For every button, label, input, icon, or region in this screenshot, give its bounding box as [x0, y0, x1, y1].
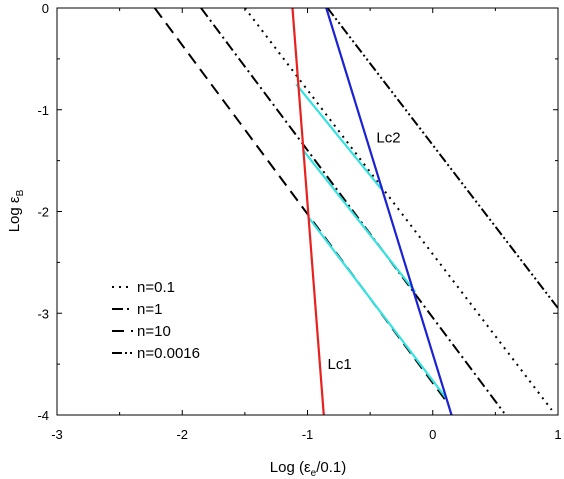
x-tick-label: -3: [51, 427, 63, 442]
legend-label: n=0.1: [137, 279, 175, 296]
boundary-line-lc1: [291, 7, 325, 416]
series-line-n-1: [200, 7, 505, 414]
cyan-segment-1: [295, 83, 383, 190]
legend-label: n=0.0016: [137, 345, 200, 362]
boundary-line-lc2: [325, 7, 453, 416]
y-axis-title: Log εB: [6, 189, 26, 232]
y-tick-label: -2: [37, 205, 49, 220]
plot-frame: [56, 7, 559, 416]
series-line-n-0-1: [244, 7, 553, 411]
annotation-lc2: Lc2: [376, 129, 400, 146]
legend-label: n=10: [137, 323, 171, 340]
x-axis-title: Log (εe/0.1): [270, 459, 346, 479]
cyan-segment-2: [301, 148, 417, 293]
y-tick-label: -3: [37, 306, 49, 321]
x-tick-label: -2: [176, 427, 188, 442]
y-tick-label: -4: [37, 408, 49, 423]
x-tick-label: 1: [554, 427, 561, 442]
x-tick-label: 0: [429, 427, 436, 442]
y-tick-label: -1: [37, 103, 49, 118]
y-tick-label: 0: [42, 1, 49, 16]
series-line-n-10: [153, 7, 450, 406]
annotation-lc1: Lc1: [328, 356, 352, 373]
series-line-n-0-0016: [326, 7, 559, 309]
cyan-segment-3: [307, 216, 448, 400]
legend-label: n=1: [137, 301, 162, 318]
x-tick-label: -1: [302, 427, 314, 442]
